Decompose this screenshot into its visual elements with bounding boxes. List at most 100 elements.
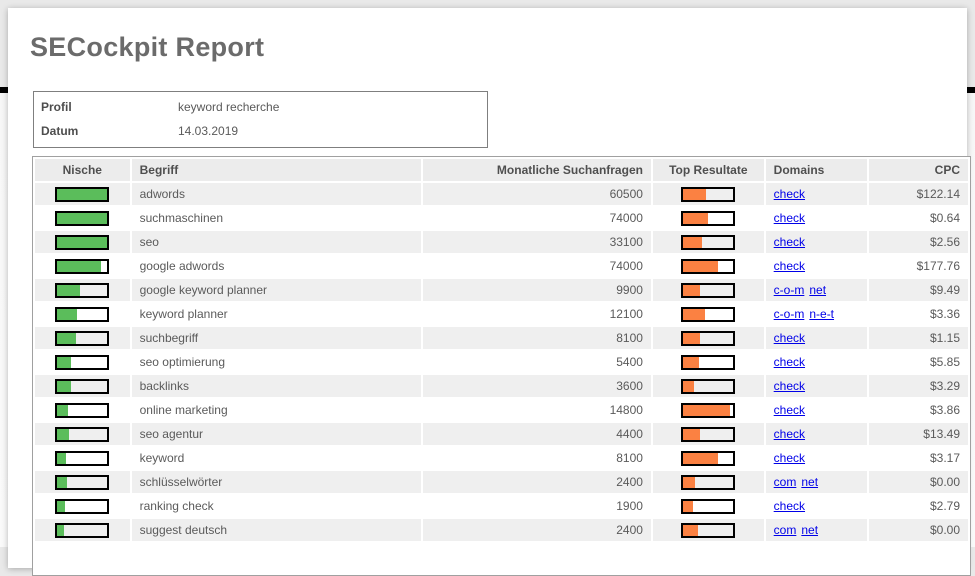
table-row: keyword 8100 check $3.17	[35, 447, 968, 469]
domains-cell: check	[765, 495, 868, 517]
search-volume-cell: 14800	[423, 399, 651, 421]
cpc-cell: $0.64	[869, 207, 968, 229]
nische-cell	[35, 327, 130, 349]
keyword-cell: seo agentur	[131, 423, 422, 445]
top-resultate-bar-fill	[683, 404, 731, 416]
top-resultate-bar	[681, 306, 736, 322]
top-resultate-cell	[652, 447, 764, 469]
top-resultate-cell	[652, 471, 764, 493]
keyword-cell: google adwords	[131, 255, 422, 277]
domain-link[interactable]: c-o-m	[773, 307, 805, 321]
domain-link[interactable]: com	[773, 523, 797, 537]
domains-cell: check	[765, 231, 868, 253]
top-resultate-bar-fill	[683, 452, 718, 464]
top-resultate-cell	[652, 279, 764, 301]
search-volume-cell: 12100	[423, 303, 651, 325]
top-resultate-bar	[681, 474, 736, 490]
profile-box: Profil keyword recherche Datum 14.03.201…	[33, 91, 488, 148]
table-header-row: Nische Begriff Monatliche Suchanfragen T…	[35, 159, 968, 181]
domain-link[interactable]: com	[773, 475, 797, 489]
nische-bar-fill	[57, 356, 72, 368]
keyword-cell: keyword	[131, 447, 422, 469]
table-row: google adwords 74000 check $177.76	[35, 255, 968, 277]
domain-link[interactable]: check	[773, 187, 806, 201]
domain-link[interactable]: net	[801, 475, 819, 489]
domains-cell: c-o-m n-e-t	[765, 303, 868, 325]
cpc-cell: $0.00	[869, 471, 968, 493]
nische-cell	[35, 207, 130, 229]
top-resultate-bar	[681, 330, 736, 346]
domain-link[interactable]: check	[773, 331, 806, 345]
domains-cell: check	[765, 375, 868, 397]
domains-cell: check	[765, 183, 868, 205]
top-resultate-bar-fill	[683, 332, 700, 344]
domain-link[interactable]: check	[773, 259, 806, 273]
top-resultate-cell	[652, 351, 764, 373]
domain-link[interactable]: check	[773, 355, 806, 369]
nische-bar	[55, 498, 110, 514]
nische-bar-fill	[57, 308, 78, 320]
cpc-cell: $2.79	[869, 495, 968, 517]
top-resultate-bar	[681, 186, 736, 202]
keyword-cell: backlinks	[131, 375, 422, 397]
cpc-cell: $177.76	[869, 255, 968, 277]
top-resultate-bar-fill	[683, 260, 718, 272]
cpc-cell: $0.00	[869, 519, 968, 541]
domain-link[interactable]: check	[773, 403, 806, 417]
table-row: adwords 60500 check $122.14	[35, 183, 968, 205]
keyword-cell: suchmaschinen	[131, 207, 422, 229]
top-resultate-bar-fill	[683, 308, 706, 320]
keyword-cell: keyword planner	[131, 303, 422, 325]
table-row: suggest deutsch 2400 com net $0.00	[35, 519, 968, 541]
search-volume-cell: 8100	[423, 327, 651, 349]
domain-link[interactable]: check	[773, 427, 806, 441]
nische-cell	[35, 279, 130, 301]
nische-bar	[55, 474, 110, 490]
profile-label: Profil	[41, 100, 72, 114]
top-resultate-cell	[652, 183, 764, 205]
keyword-cell: online marketing	[131, 399, 422, 421]
domains-cell: check	[765, 207, 868, 229]
nische-cell	[35, 183, 130, 205]
domains-cell: check	[765, 447, 868, 469]
keyword-cell: schlüsselwörter	[131, 471, 422, 493]
search-volume-cell: 5400	[423, 351, 651, 373]
nische-bar-fill	[57, 428, 69, 440]
header-top-resultate: Top Resultate	[652, 159, 764, 181]
nische-bar-fill	[57, 236, 108, 248]
cpc-cell: $5.85	[869, 351, 968, 373]
domain-link[interactable]: net	[801, 523, 819, 537]
domain-link[interactable]: check	[773, 211, 806, 225]
top-resultate-cell	[652, 399, 764, 421]
search-volume-cell: 3600	[423, 375, 651, 397]
domain-link[interactable]: check	[773, 379, 806, 393]
domain-link[interactable]: c-o-m	[773, 283, 805, 297]
domain-link[interactable]: check	[773, 235, 806, 249]
domain-link[interactable]: net	[809, 283, 827, 297]
domain-link[interactable]: check	[773, 499, 806, 513]
top-resultate-bar	[681, 402, 736, 418]
cpc-cell: $13.49	[869, 423, 968, 445]
top-resultate-bar-fill	[683, 524, 698, 536]
domains-cell: com net	[765, 471, 868, 493]
search-volume-cell: 4400	[423, 423, 651, 445]
top-resultate-bar-fill	[683, 212, 709, 224]
top-resultate-cell	[652, 327, 764, 349]
nische-bar-fill	[57, 476, 67, 488]
domain-link[interactable]: check	[773, 451, 806, 465]
top-resultate-cell	[652, 231, 764, 253]
top-resultate-cell	[652, 519, 764, 541]
nische-cell	[35, 255, 130, 277]
domains-cell: c-o-m net	[765, 279, 868, 301]
domain-link[interactable]: n-e-t	[809, 307, 835, 321]
search-volume-cell: 2400	[423, 471, 651, 493]
nische-cell	[35, 471, 130, 493]
table-row: seo agentur 4400 check $13.49	[35, 423, 968, 445]
keyword-cell: seo	[131, 231, 422, 253]
cpc-cell: $3.29	[869, 375, 968, 397]
nische-cell	[35, 447, 130, 469]
keyword-cell: google keyword planner	[131, 279, 422, 301]
cpc-cell: $3.17	[869, 447, 968, 469]
nische-bar	[55, 402, 110, 418]
keyword-cell: seo optimierung	[131, 351, 422, 373]
